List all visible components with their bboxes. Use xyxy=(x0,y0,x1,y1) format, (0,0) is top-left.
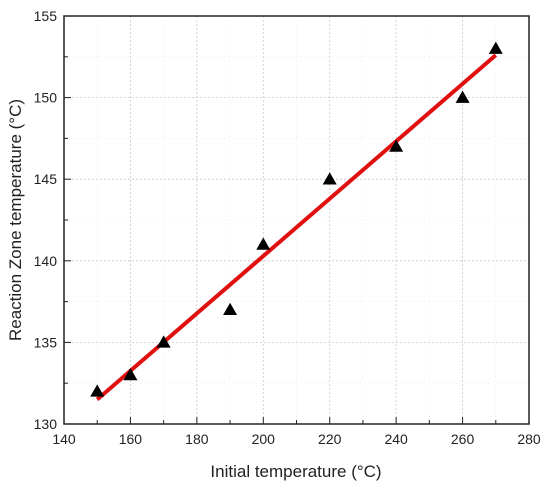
x-tick-label: 280 xyxy=(517,431,541,447)
data-point-triangle xyxy=(455,90,470,103)
data-point-triangle xyxy=(156,335,171,348)
y-axis-title: Reaction Zone temperature (°C) xyxy=(6,99,25,341)
axis-ticks: 140 160 180 200 220 240 260 280 130 135 140 145 150 1… xyxy=(34,8,541,447)
x-tick-label: 240 xyxy=(384,431,408,447)
y-tick-label: 155 xyxy=(34,8,58,24)
data-points xyxy=(90,41,503,397)
x-tick-label: 160 xyxy=(119,431,143,447)
data-point-triangle xyxy=(223,302,238,316)
y-tick-label: 135 xyxy=(34,334,58,350)
x-tick-label: 140 xyxy=(52,431,76,447)
x-tick-label: 180 xyxy=(185,431,209,447)
data-point-triangle xyxy=(488,41,503,54)
y-tick-label: 145 xyxy=(34,171,58,187)
x-tick-label: 200 xyxy=(252,431,276,447)
x-axis-title: Initial temperature (°C) xyxy=(210,462,381,481)
data-point-triangle xyxy=(322,172,337,185)
x-tick-label: 220 xyxy=(318,431,342,447)
x-tick-label: 260 xyxy=(451,431,475,447)
data-point-triangle xyxy=(90,384,105,397)
data-point-triangle xyxy=(123,368,138,381)
data-point-triangle xyxy=(389,139,404,152)
y-tick-label: 130 xyxy=(34,416,58,432)
grid xyxy=(64,16,529,424)
data-point-triangle xyxy=(256,237,271,250)
y-tick-label: 150 xyxy=(34,90,58,106)
y-tick-label: 140 xyxy=(34,253,58,269)
